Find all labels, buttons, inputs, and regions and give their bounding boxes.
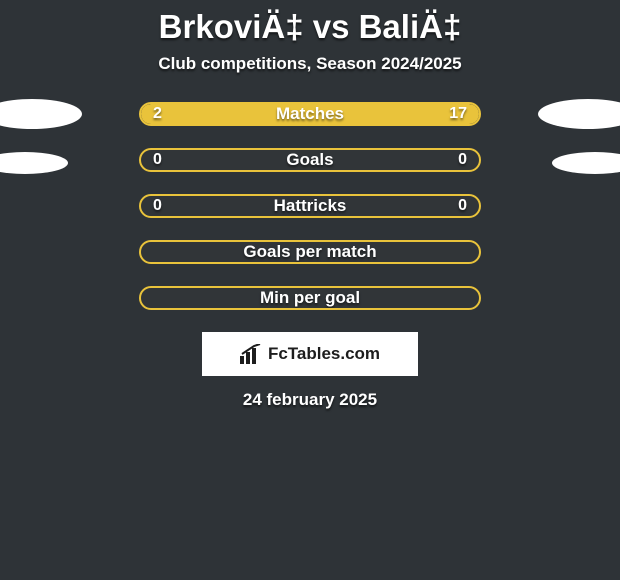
logo-badge: FcTables.com bbox=[202, 332, 418, 376]
stat-bar: 00Goals bbox=[139, 148, 481, 172]
stat-label: Hattricks bbox=[141, 196, 479, 216]
stat-rows: 217Matches 00Goals 00Hattricks Goals per ma… bbox=[0, 102, 620, 310]
stat-label: Goals per match bbox=[141, 242, 479, 262]
stat-bar: 00Hattricks bbox=[139, 194, 481, 218]
player-right-oval bbox=[538, 99, 620, 129]
stat-bar: Min per goal bbox=[139, 286, 481, 310]
page-title: BrkoviÄ‡ vs BaliÄ‡ bbox=[0, 0, 620, 46]
subtitle: Club competitions, Season 2024/2025 bbox=[0, 54, 620, 74]
stat-row: 217Matches bbox=[30, 102, 590, 126]
player-right-oval bbox=[552, 152, 620, 174]
stat-label: Min per goal bbox=[141, 288, 479, 308]
stat-row: 00Goals bbox=[30, 148, 590, 172]
player-left-oval bbox=[0, 99, 82, 129]
logo-text: FcTables.com bbox=[268, 344, 380, 364]
stat-label: Goals bbox=[141, 150, 479, 170]
stat-bar: Goals per match bbox=[139, 240, 481, 264]
footer-date: 24 february 2025 bbox=[0, 390, 620, 410]
stat-row: Min per goal bbox=[30, 286, 590, 310]
stat-label: Matches bbox=[141, 104, 479, 124]
stat-row: Goals per match bbox=[30, 240, 590, 264]
comparison-card: BrkoviÄ‡ vs BaliÄ‡ Club competitions, Se… bbox=[0, 0, 620, 580]
stat-row: 00Hattricks bbox=[30, 194, 590, 218]
chart-icon bbox=[240, 344, 262, 364]
stat-bar: 217Matches bbox=[139, 102, 481, 126]
player-left-oval bbox=[0, 152, 68, 174]
